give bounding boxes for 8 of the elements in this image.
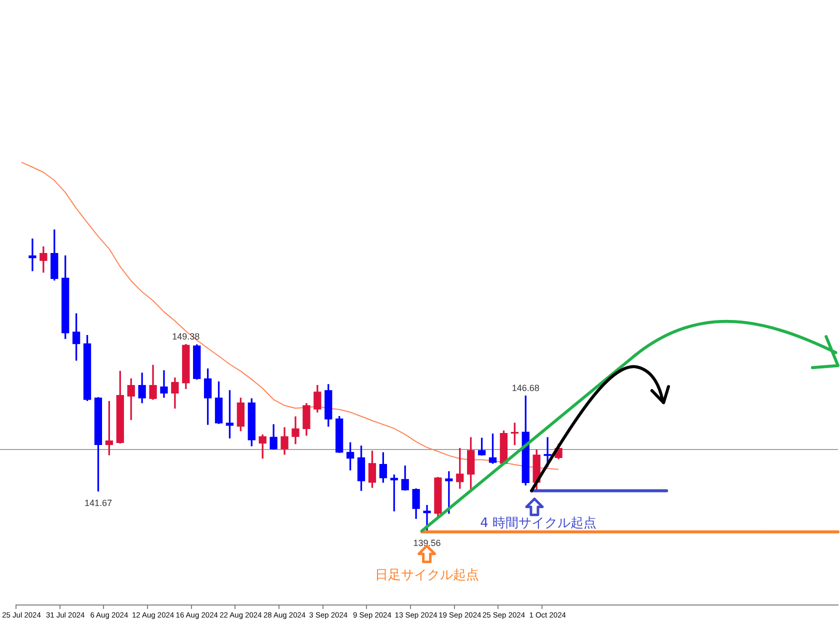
candlestick: [160, 370, 168, 398]
annotation: 139.56: [413, 538, 441, 548]
candlestick: [28, 238, 36, 272]
candlestick: [445, 471, 453, 514]
annotation: 146.68: [512, 382, 540, 393]
text: 日足サイクル起点: [374, 568, 479, 584]
annotation: 141.67: [84, 498, 112, 508]
annotation: 4 時間サイクル起点: [480, 516, 597, 532]
